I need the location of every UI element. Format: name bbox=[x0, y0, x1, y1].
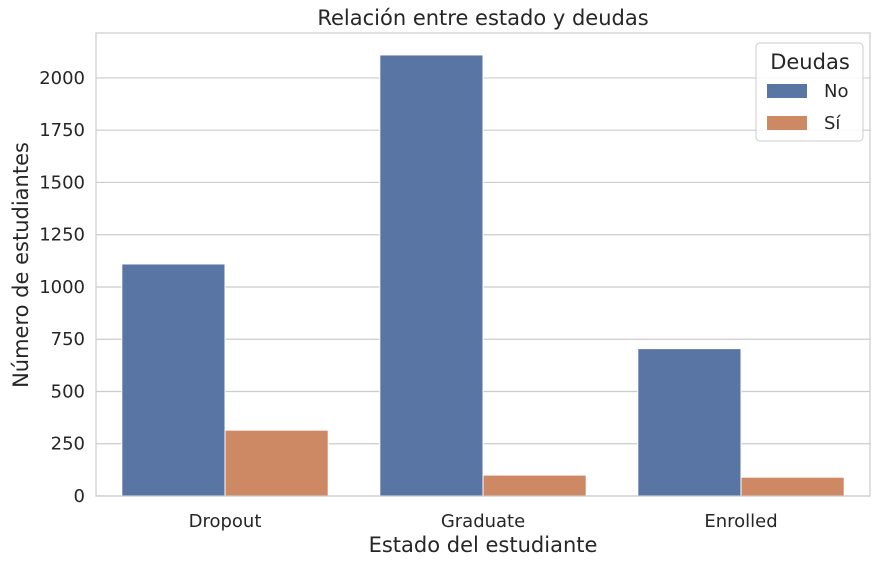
y-tick-label: 750 bbox=[51, 329, 85, 350]
y-tick-labels: 0 250 500 750 1000 1250 1500 1750 2000 bbox=[39, 68, 85, 507]
y-tick-label: 1750 bbox=[39, 120, 85, 141]
x-tick-label: Dropout bbox=[189, 511, 262, 532]
x-tick-labels: Dropout Graduate Enrolled bbox=[189, 511, 778, 532]
bar-graduate-si bbox=[482, 474, 587, 497]
legend-label-no: No bbox=[824, 81, 848, 102]
bar-graduate-no bbox=[379, 54, 484, 497]
bar-dropout-no bbox=[121, 263, 226, 497]
x-tick-label: Graduate bbox=[441, 511, 525, 532]
bars bbox=[121, 54, 845, 497]
y-axis-label: Número de estudiantes bbox=[9, 142, 33, 388]
y-tick-label: 1500 bbox=[39, 172, 85, 193]
y-tick-label: 500 bbox=[51, 381, 85, 402]
x-axis-label: Estado del estudiante bbox=[369, 533, 598, 557]
legend-title: Deudas bbox=[770, 50, 850, 74]
plot-frame bbox=[95, 32, 871, 497]
legend-items: No Sí bbox=[767, 81, 848, 134]
x-tick-label: Enrolled bbox=[704, 511, 777, 532]
y-tick-label: 1250 bbox=[39, 225, 85, 246]
legend-label-si: Sí bbox=[824, 113, 841, 134]
y-tick-label: 250 bbox=[51, 434, 85, 455]
legend-swatch-si bbox=[767, 116, 807, 130]
bar-enrolled-no bbox=[637, 348, 742, 497]
y-tick-label: 2000 bbox=[39, 68, 85, 89]
bar-dropout-si bbox=[224, 429, 329, 497]
legend-swatch-no bbox=[767, 84, 807, 98]
bar-enrolled-si bbox=[740, 476, 845, 497]
legend: Deudas No Sí bbox=[755, 42, 864, 142]
y-tick-label: 0 bbox=[74, 486, 85, 507]
chart-title: Relación entre estado y deudas bbox=[317, 6, 648, 30]
y-tick-label: 1000 bbox=[39, 277, 85, 298]
